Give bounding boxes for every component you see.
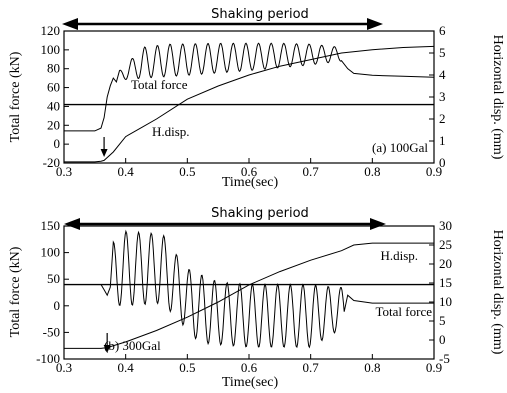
- y-left-tick-label: 50: [47, 271, 60, 286]
- panel-a-hdisp-label: H.disp.: [152, 124, 190, 139]
- y-right-tick-label: 1: [439, 133, 446, 148]
- y-right-tick-label: 0: [439, 332, 446, 347]
- panel-b-hdisp-label: H.disp.: [380, 248, 418, 263]
- y-right-tick-label: 0: [439, 155, 446, 170]
- y-left-tick-label: 0: [54, 298, 61, 313]
- panel-b-x-ticks: 0.3 0.4 0.5 0.6 0.7 0.8 0.9: [56, 354, 442, 375]
- x-tick-label: 0.7: [303, 360, 320, 375]
- x-tick-label: 0.8: [364, 164, 380, 179]
- panel-b: Shaking period 0.3 0.4 0.5 0.6 0.7 0.8 0.9 -10…: [8, 206, 505, 390]
- y-left-tick-label: 60: [47, 80, 60, 95]
- total-force-series-line: [64, 229, 434, 349]
- y-right-tick-label: 2: [439, 111, 446, 126]
- y-right-tick-label: 5: [439, 45, 446, 60]
- panel-b-left-ticks: -100 -50 0 50 100 150: [36, 218, 69, 366]
- panel-b-marks: [64, 229, 434, 353]
- y-right-tick-label: 30: [439, 218, 452, 233]
- h-disp-series-line: [64, 45, 435, 163]
- panel-a-x-label: Time(sec): [222, 175, 279, 190]
- x-tick-label: 0.8: [364, 360, 380, 375]
- y-left-tick-label: 120: [41, 23, 61, 38]
- y-right-tick-label: 4: [439, 67, 446, 82]
- panel-a-marks: [64, 42, 435, 163]
- y-right-tick-label: 3: [439, 89, 446, 104]
- panel-a-x-ticks: 0.3 0.4 0.5 0.6 0.7 0.8 0.9: [56, 158, 442, 179]
- x-tick-label: 0.4: [118, 360, 135, 375]
- panel-a: Shaking period 0.3 0.4 0.5 0.6 0.7 0.8 0.9 -20…: [8, 7, 505, 190]
- y-right-tick-label: -5: [439, 351, 450, 366]
- panel-a-panel-label: (a) 100Gal: [372, 140, 428, 155]
- x-tick-label: 0.6: [241, 164, 258, 179]
- panel-b-panel-label: (b) 300Gal: [104, 338, 161, 353]
- x-tick-label: 0.5: [179, 164, 195, 179]
- x-tick-label: 0.9: [426, 360, 442, 375]
- panel-b-y-left-label: Total force (kN): [8, 246, 23, 337]
- y-left-tick-label: -50: [43, 324, 60, 339]
- panel-b-shaking-label: Shaking period: [211, 206, 309, 221]
- shaking-start-arrow: [103, 333, 111, 353]
- h-disp-series-line: [64, 242, 434, 349]
- panel-a-y-right-label: Horizontal disp. (mm): [490, 35, 505, 160]
- panel-b-shaking-arrow: Shaking period: [64, 206, 386, 230]
- y-left-tick-label: 0: [54, 136, 61, 151]
- panel-a-total-force-label: Total force: [131, 77, 188, 92]
- x-tick-label: 0.3: [56, 360, 72, 375]
- y-right-tick-label: 10: [439, 294, 452, 309]
- y-left-tick-label: 100: [41, 245, 61, 260]
- y-left-tick-label: 80: [47, 61, 60, 76]
- y-right-tick-label: 20: [439, 256, 452, 271]
- panel-a-shaking-arrow: Shaking period: [62, 7, 383, 30]
- panel-a-shaking-label: Shaking period: [211, 7, 309, 22]
- x-tick-label: 0.7: [303, 164, 320, 179]
- x-tick-label: 0.4: [118, 164, 135, 179]
- x-tick-label: 0.9: [426, 164, 442, 179]
- y-right-tick-label: 6: [439, 23, 446, 38]
- panel-b-y-right-label: Horizontal disp. (mm): [490, 230, 505, 355]
- total-force-series-line: [64, 42, 435, 132]
- panel-a-right-ticks: 0 1 2 3 4 5 6: [429, 23, 446, 170]
- panel-a-y-left-label: Total force (kN): [8, 51, 23, 142]
- shaking-start-arrow: [100, 137, 108, 157]
- x-tick-label: 0.3: [56, 164, 72, 179]
- panel-b-right-ticks: -5 0 5 10 15 20 25 30: [429, 218, 452, 366]
- y-right-tick-label: 15: [439, 275, 452, 290]
- x-tick-label: 0.5: [179, 360, 195, 375]
- y-left-tick-label: 40: [47, 98, 60, 113]
- y-left-tick-label: -100: [36, 351, 60, 366]
- x-tick-label: 0.6: [241, 360, 258, 375]
- y-left-tick-label: 100: [41, 42, 61, 57]
- panel-b-total-force-label: Total force: [376, 304, 433, 319]
- y-left-tick-label: 20: [47, 117, 60, 132]
- panel-b-x-label: Time(sec): [222, 375, 279, 390]
- y-right-tick-label: 5: [439, 313, 446, 328]
- panel-a-left-ticks: -20 0 20 40 60 80 100 120: [41, 23, 69, 170]
- y-right-tick-label: 25: [439, 237, 452, 252]
- y-left-tick-label: 150: [41, 218, 61, 233]
- y-left-tick-label: -20: [43, 155, 60, 170]
